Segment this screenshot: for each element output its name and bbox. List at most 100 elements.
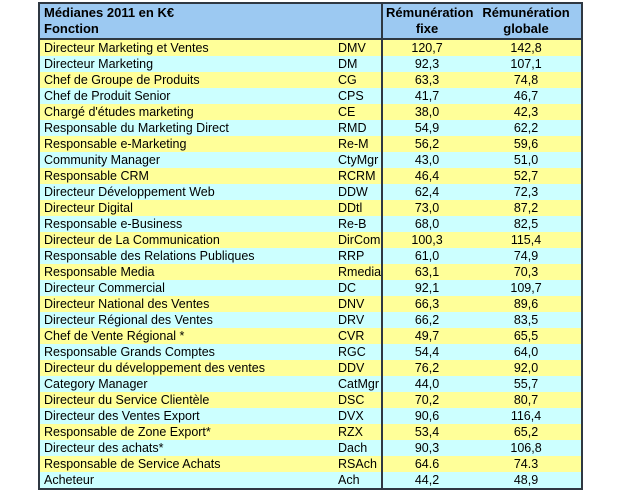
cell-remuneration-globale: 51,0 bbox=[513, 153, 539, 167]
cell-remuneration-globale: 142,8 bbox=[510, 41, 542, 55]
table-row: Directeur Commercial DC 92,1 109,7 bbox=[39, 280, 583, 296]
cell-fonction: Chef de Vente Régional * bbox=[44, 329, 185, 343]
cell-abbreviation: DDW bbox=[338, 185, 368, 199]
header-remuneration-fixe: Rémunération fixe bbox=[381, 3, 474, 40]
cell-remuneration-globale: 80,7 bbox=[513, 393, 539, 407]
table-title: Médianes 2011 en K€ bbox=[44, 5, 175, 20]
cell-remuneration-globale: 65,2 bbox=[513, 425, 539, 439]
cell-remuneration-fixe: 90,6 bbox=[381, 408, 472, 424]
cell-remuneration-globale: 83,5 bbox=[513, 313, 539, 327]
cell-remuneration-globale: 89,6 bbox=[513, 297, 539, 311]
cell-remuneration-fixe: 68,0 bbox=[381, 216, 472, 232]
cell-fonction: Community Manager bbox=[44, 153, 161, 167]
cell-fonction: Responsable de Service Achats bbox=[44, 457, 221, 471]
cell-fonction: Responsable du Marketing Direct bbox=[44, 121, 229, 135]
cell-remuneration-globale: 107,1 bbox=[510, 57, 542, 71]
table-header: Médianes 2011 en K€ Fonction Rémunératio… bbox=[39, 3, 583, 40]
cell-remuneration-fixe: 44,0 bbox=[381, 376, 472, 392]
column-label-remuneration-fixe-line1: Rémunération bbox=[386, 5, 474, 20]
table-row: Category Manager CatMgr 44,0 55,7 bbox=[39, 376, 583, 392]
cell-remuneration-fixe: 44,2 bbox=[381, 472, 472, 489]
cell-remuneration-fixe: 46,4 bbox=[381, 168, 472, 184]
cell-remuneration-globale: 59,6 bbox=[513, 137, 539, 151]
cell-remuneration-fixe: 62,4 bbox=[381, 184, 472, 200]
table-row: Directeur Marketing DM 92,3 107,1 bbox=[39, 56, 583, 72]
cell-remuneration-globale: 46,7 bbox=[513, 89, 539, 103]
cell-remuneration-fixe: 56,2 bbox=[381, 136, 472, 152]
table-row: Responsable de Zone Export* RZX 53,4 65,… bbox=[39, 424, 583, 440]
cell-fonction: Responsable e-Business bbox=[44, 217, 183, 231]
cell-remuneration-fixe: 53,4 bbox=[381, 424, 472, 440]
cell-abbreviation: CG bbox=[338, 73, 357, 87]
cell-remuneration-globale: 74,8 bbox=[513, 73, 539, 87]
cell-abbreviation: CVR bbox=[338, 329, 365, 343]
column-label-remuneration-globale-line1: Rémunération bbox=[482, 5, 570, 20]
cell-remuneration-globale: 64,0 bbox=[513, 345, 539, 359]
cell-remuneration-fixe: 54,4 bbox=[381, 344, 472, 360]
cell-remuneration-globale: 109,7 bbox=[510, 281, 542, 295]
cell-remuneration-fixe: 90,3 bbox=[381, 440, 472, 456]
cell-remuneration-fixe: 41,7 bbox=[381, 88, 472, 104]
table-row: Community Manager CtyMgr 43,0 51,0 bbox=[39, 152, 583, 168]
cell-remuneration-fixe: 63,3 bbox=[381, 72, 472, 88]
cell-remuneration-globale: 42,3 bbox=[513, 105, 539, 119]
medianes-table-container: Médianes 2011 en K€ Fonction Rémunératio… bbox=[38, 2, 584, 490]
cell-remuneration-globale: 55,7 bbox=[513, 377, 539, 391]
cell-remuneration-fixe: 92,3 bbox=[381, 56, 472, 72]
cell-remuneration-fixe: 76,2 bbox=[381, 360, 472, 376]
cell-abbreviation: RZX bbox=[338, 425, 363, 439]
cell-fonction: Directeur Marketing bbox=[44, 57, 154, 71]
cell-abbreviation: DNV bbox=[338, 297, 365, 311]
cell-fonction: Chargé d'études marketing bbox=[44, 105, 194, 119]
table-row: Chef de Vente Régional * CVR 49,7 65,5 bbox=[39, 328, 583, 344]
cell-remuneration-globale: 62,2 bbox=[513, 121, 539, 135]
cell-abbreviation: DSC bbox=[338, 393, 365, 407]
cell-remuneration-globale: 106,8 bbox=[510, 441, 542, 455]
cell-remuneration-globale: 116,4 bbox=[510, 409, 542, 423]
table-row: Acheteur Ach 44,2 48,9 bbox=[39, 472, 583, 489]
table-row: Directeur des Ventes Export DVX 90,6 116… bbox=[39, 408, 583, 424]
table-row: Responsable du Marketing Direct RMD 54,9… bbox=[39, 120, 583, 136]
table-row: Responsable e-Business Re-B 68,0 82,5 bbox=[39, 216, 583, 232]
cell-abbreviation: RGC bbox=[338, 345, 366, 359]
cell-remuneration-globale: 82,5 bbox=[513, 217, 539, 231]
table-row: Directeur de La Communication DirCom 100… bbox=[39, 232, 583, 248]
cell-abbreviation: DC bbox=[338, 281, 357, 295]
cell-abbreviation: DDV bbox=[338, 361, 365, 375]
table-row: Directeur du développement des ventes DD… bbox=[39, 360, 583, 376]
cell-remuneration-fixe: 73,0 bbox=[381, 200, 472, 216]
cell-fonction: Directeur National des Ventes bbox=[44, 297, 210, 311]
cell-abbreviation: Ach bbox=[338, 473, 360, 487]
table-row: Directeur Marketing et Ventes DMV 120,7 … bbox=[39, 39, 583, 56]
cell-abbreviation: CatMgr bbox=[338, 377, 379, 391]
cell-fonction: Directeur de La Communication bbox=[44, 233, 220, 247]
table-row: Responsable des Relations Publiques RRP … bbox=[39, 248, 583, 264]
cell-remuneration-fixe: 66,2 bbox=[381, 312, 472, 328]
cell-remuneration-fixe: 61,0 bbox=[381, 248, 472, 264]
cell-remuneration-fixe: 54,9 bbox=[381, 120, 472, 136]
cell-remuneration-globale: 72,3 bbox=[513, 185, 539, 199]
cell-remuneration-globale: 65,5 bbox=[513, 329, 539, 343]
cell-fonction: Directeur Commercial bbox=[44, 281, 165, 295]
cell-abbreviation: Dach bbox=[338, 441, 368, 455]
cell-fonction: Directeur Marketing et Ventes bbox=[44, 41, 209, 55]
cell-fonction: Directeur du Service Clientèle bbox=[44, 393, 210, 407]
cell-remuneration-fixe: 64.6 bbox=[381, 456, 472, 472]
table-row: Chef de Produit Senior CPS 41,7 46,7 bbox=[39, 88, 583, 104]
cell-remuneration-fixe: 120,7 bbox=[381, 39, 472, 56]
table-row: Directeur Régional des Ventes DRV 66,2 8… bbox=[39, 312, 583, 328]
cell-fonction: Directeur Développement Web bbox=[44, 185, 215, 199]
header-fonction: Médianes 2011 en K€ Fonction bbox=[39, 3, 383, 40]
cell-fonction: Responsable de Zone Export* bbox=[44, 425, 211, 439]
table-body: Directeur Marketing et Ventes DMV 120,7 … bbox=[39, 39, 583, 489]
column-label-fonction: Fonction bbox=[44, 21, 99, 36]
cell-fonction: Directeur des achats* bbox=[44, 441, 164, 455]
medianes-2011-table: Médianes 2011 en K€ Fonction Rémunératio… bbox=[38, 2, 584, 490]
cell-fonction: Responsable Media bbox=[44, 265, 155, 279]
table-row: Directeur National des Ventes DNV 66,3 8… bbox=[39, 296, 583, 312]
cell-abbreviation: Rmedia bbox=[338, 265, 382, 279]
table-row: Directeur Développement Web DDW 62,4 72,… bbox=[39, 184, 583, 200]
column-label-remuneration-fixe-line2: fixe bbox=[415, 21, 439, 36]
cell-abbreviation: RSAch bbox=[338, 457, 377, 471]
cell-abbreviation: Re-M bbox=[338, 137, 369, 151]
